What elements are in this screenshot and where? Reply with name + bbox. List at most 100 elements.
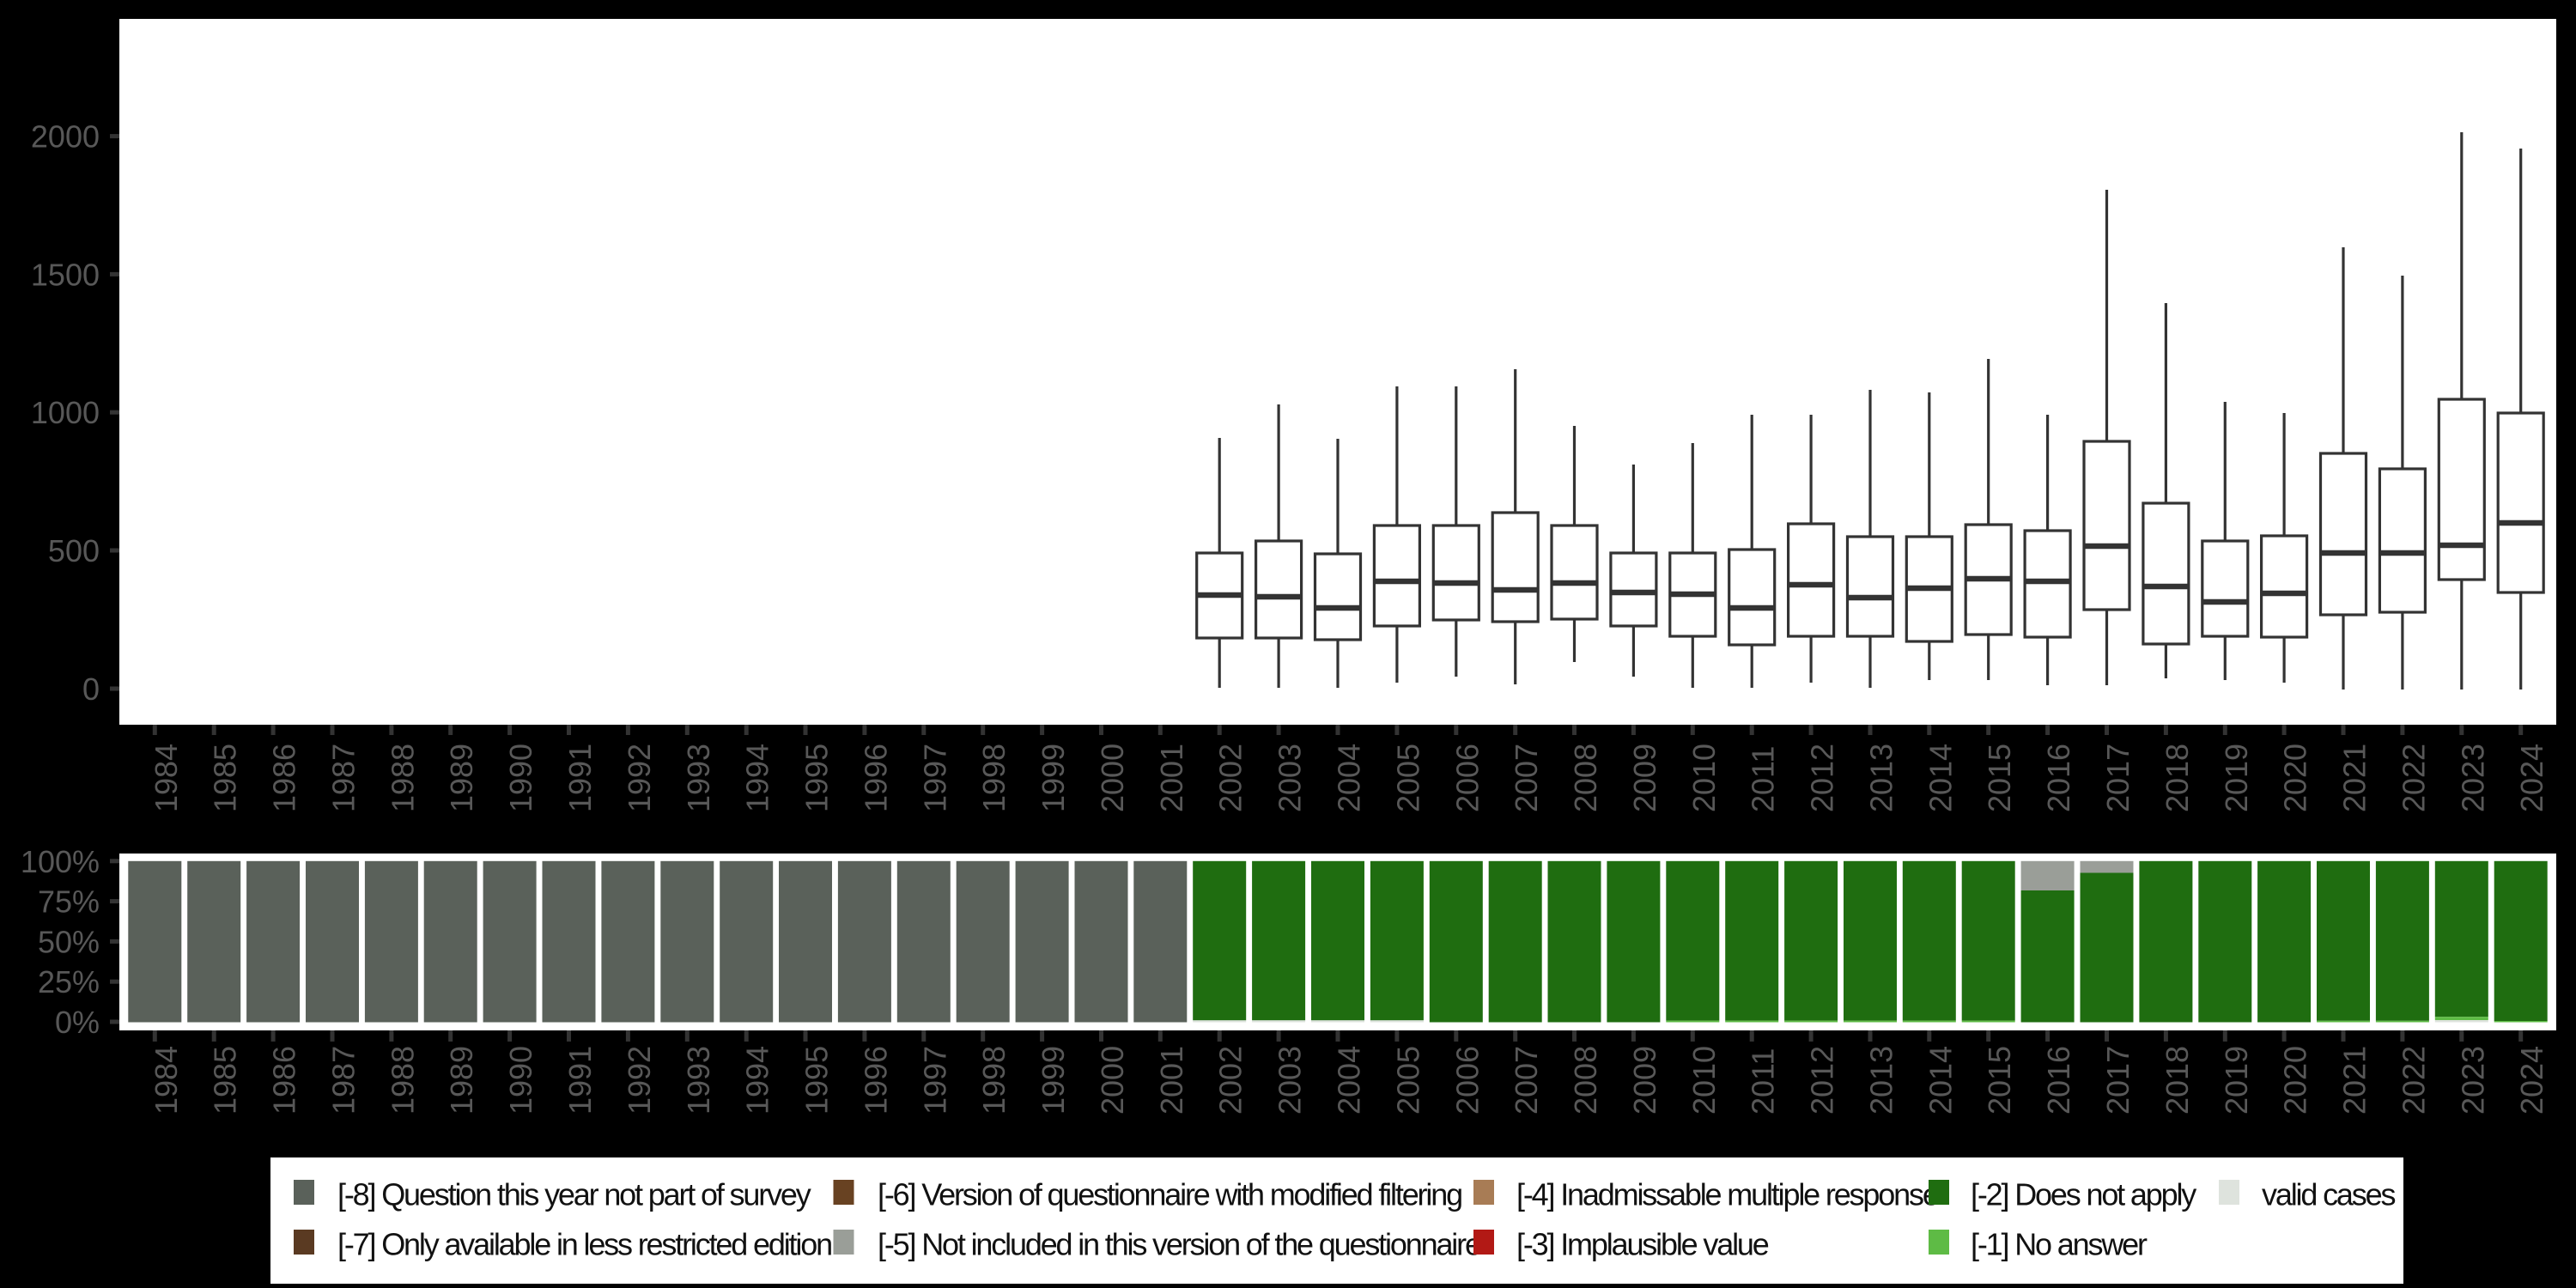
svg-text:2024: 2024 [2514,744,2549,812]
svg-text:1995: 1995 [799,1046,835,1115]
svg-text:2016: 2016 [2041,1046,2076,1115]
svg-text:[-2] Does not apply: [-2] Does not apply [1971,1177,2196,1212]
svg-text:2017: 2017 [2100,1046,2136,1115]
svg-text:2006: 2006 [1449,1046,1485,1115]
svg-text:1994: 1994 [740,1046,775,1115]
svg-text:1989: 1989 [444,744,479,812]
svg-text:2016: 2016 [2041,744,2076,812]
svg-text:2018: 2018 [2160,1046,2195,1115]
svg-text:1000: 1000 [31,395,100,430]
svg-text:1984: 1984 [149,744,184,812]
svg-text:2001: 2001 [1154,1046,1189,1115]
svg-text:2005: 2005 [1390,744,1425,812]
svg-text:1992: 1992 [622,1046,657,1115]
svg-text:2010: 2010 [1686,744,1722,812]
svg-text:1500: 1500 [31,257,100,292]
svg-text:1996: 1996 [858,1046,893,1115]
svg-text:2003: 2003 [1273,1046,1308,1115]
svg-text:2011: 2011 [1746,746,1781,812]
svg-text:1997: 1997 [917,1046,952,1115]
svg-text:1995: 1995 [799,744,835,812]
svg-text:2000: 2000 [1095,744,1130,812]
svg-text:[-7] Only available in less re: [-7] Only available in less restricted e… [337,1227,831,1262]
svg-text:2012: 2012 [1805,1046,1840,1115]
svg-text:2020: 2020 [2278,1046,2313,1115]
svg-text:2022: 2022 [2396,744,2431,812]
svg-text:1999: 1999 [1036,1046,1071,1115]
svg-text:2002: 2002 [1213,1046,1249,1115]
svg-text:valid cases: valid cases [2262,1177,2395,1212]
svg-text:1990: 1990 [503,744,538,812]
svg-text:2013: 2013 [1864,1046,1899,1115]
svg-text:2009: 2009 [1627,744,1662,812]
svg-text:2011: 2011 [1746,1048,1781,1115]
svg-text:1992: 1992 [622,744,657,812]
svg-text:1988: 1988 [385,744,420,812]
svg-text:[-3] Implausible value: [-3] Implausible value [1516,1227,1769,1262]
svg-text:2004: 2004 [1332,744,1367,812]
svg-text:1993: 1993 [681,1046,716,1115]
svg-text:1991: 1991 [562,744,598,812]
svg-text:2014: 2014 [1923,1046,1958,1115]
svg-text:2005: 2005 [1390,1046,1425,1115]
svg-text:1998: 1998 [976,1046,1012,1115]
svg-text:2012: 2012 [1805,744,1840,812]
svg-text:2010: 2010 [1686,1046,1722,1115]
svg-text:[-1] No answer: [-1] No answer [1971,1227,2148,1262]
svg-text:2008: 2008 [1568,1046,1603,1115]
svg-text:2020: 2020 [2278,744,2313,812]
svg-text:2007: 2007 [1509,1046,1544,1115]
svg-text:1993: 1993 [681,744,716,812]
svg-text:2023: 2023 [2455,744,2490,812]
svg-text:2002: 2002 [1213,744,1249,812]
svg-text:[-5] Not included in this vers: [-5] Not included in this version of the… [878,1227,1481,1262]
svg-text:2013: 2013 [1864,744,1899,812]
svg-text:2019: 2019 [2219,1046,2254,1115]
svg-text:[-4] Inadmissable multiple res: [-4] Inadmissable multiple response [1516,1177,1939,1212]
svg-text:500: 500 [48,533,100,568]
svg-text:2015: 2015 [1982,744,2017,812]
svg-text:1986: 1986 [267,744,302,812]
svg-text:1994: 1994 [740,744,775,812]
svg-text:[-6] Version of questionnaire: [-6] Version of questionnaire with modif… [878,1177,1461,1212]
svg-text:1991: 1991 [562,1046,598,1115]
svg-text:1999: 1999 [1036,744,1071,812]
svg-text:50%: 50% [38,924,100,959]
svg-text:1989: 1989 [444,1046,479,1115]
svg-text:1997: 1997 [917,744,952,812]
svg-text:2008: 2008 [1568,744,1603,812]
svg-text:2000: 2000 [1095,1046,1130,1115]
svg-text:1985: 1985 [208,744,243,812]
svg-text:1990: 1990 [503,1046,538,1115]
svg-text:0%: 0% [55,1005,100,1040]
svg-text:2022: 2022 [2396,1046,2431,1115]
svg-text:2024: 2024 [2514,1046,2549,1115]
svg-text:2003: 2003 [1273,744,1308,812]
svg-text:2021: 2021 [2337,1046,2372,1115]
svg-text:2021: 2021 [2337,744,2372,812]
svg-text:2014: 2014 [1923,744,1958,812]
svg-text:75%: 75% [38,884,100,920]
svg-text:2001: 2001 [1154,744,1189,812]
svg-text:100%: 100% [21,844,100,879]
svg-text:1998: 1998 [976,744,1012,812]
svg-text:1984: 1984 [149,1046,184,1115]
svg-text:1996: 1996 [858,744,893,812]
svg-text:1987: 1987 [326,744,361,812]
svg-text:1986: 1986 [267,1046,302,1115]
svg-text:[-8] Question this year not pa: [-8] Question this year not part of surv… [337,1177,811,1212]
svg-text:2007: 2007 [1509,744,1544,812]
svg-text:2004: 2004 [1332,1046,1367,1115]
svg-text:2017: 2017 [2100,744,2136,812]
svg-text:2015: 2015 [1982,1046,2017,1115]
svg-text:2006: 2006 [1449,744,1485,812]
svg-text:25%: 25% [38,964,100,999]
svg-text:2009: 2009 [1627,1046,1662,1115]
svg-text:2018: 2018 [2160,744,2195,812]
svg-text:1987: 1987 [326,1046,361,1115]
svg-text:2019: 2019 [2219,744,2254,812]
svg-text:1988: 1988 [385,1046,420,1115]
svg-text:2023: 2023 [2455,1046,2490,1115]
svg-text:2000: 2000 [31,119,100,155]
svg-text:1985: 1985 [208,1046,243,1115]
